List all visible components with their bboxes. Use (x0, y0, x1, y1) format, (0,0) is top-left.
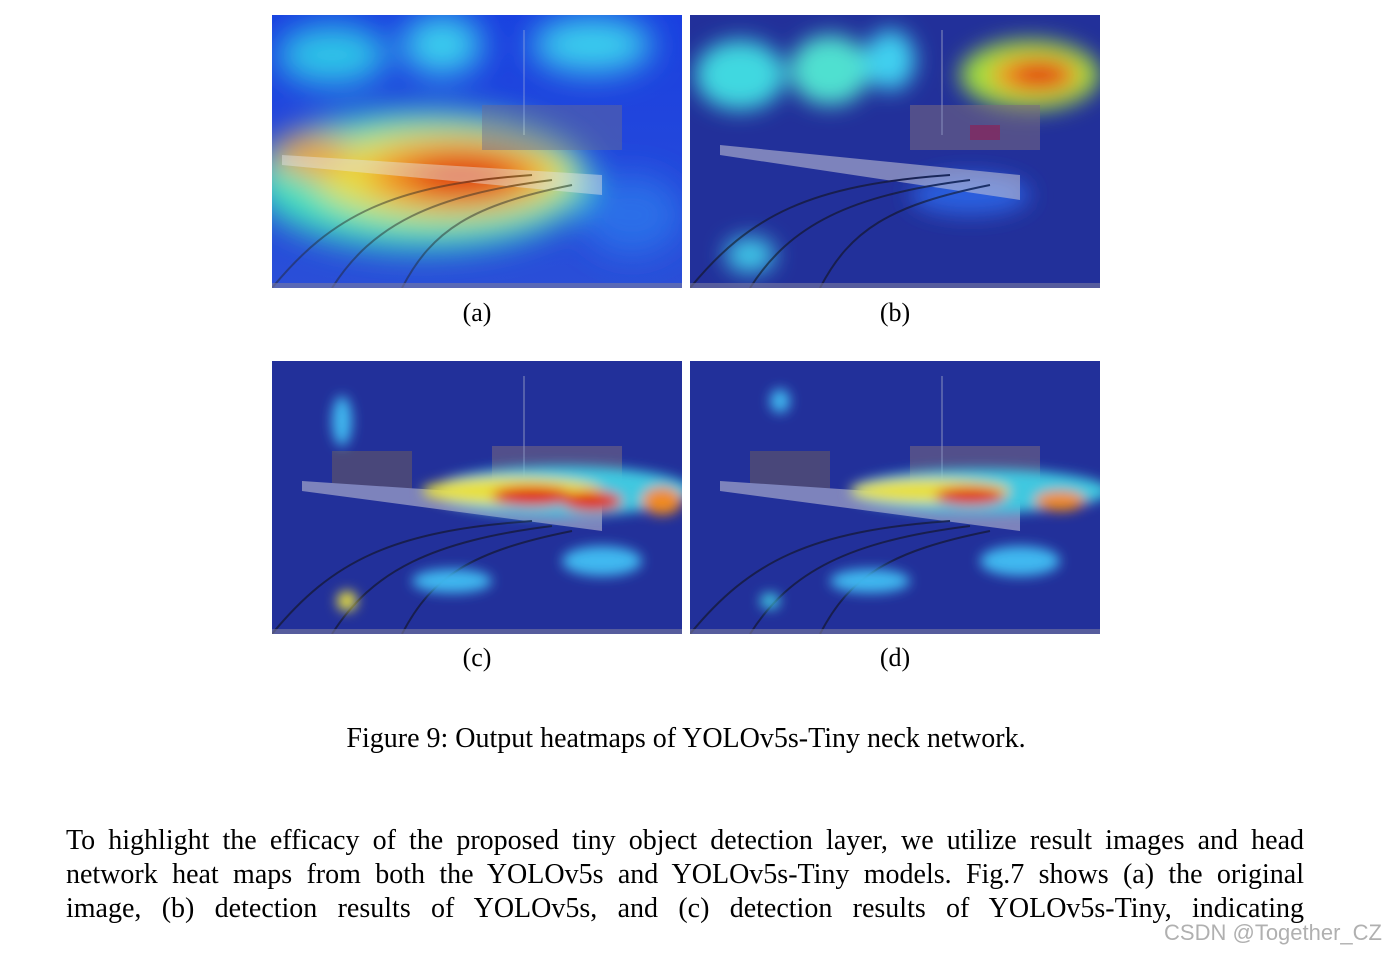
heatmap-panel-d (690, 361, 1100, 634)
watermark: CSDN @Together_CZ (1164, 920, 1382, 945)
paragraph-line-2: network heat maps from both the YOLOv5s … (66, 859, 1304, 890)
heatmap-image-c (272, 361, 682, 634)
heatmap-panel-b (690, 15, 1100, 288)
heatmap-panel-c (272, 361, 682, 634)
paragraph-line-1: To highlight the efficacy of the propose… (66, 825, 1304, 856)
subfigure-label-c: (c) (462, 643, 492, 672)
paragraph-line-3: image, (b) detection results of YOLOv5s,… (66, 893, 1304, 924)
subfigure-label-a: (a) (462, 298, 492, 327)
heatmap-panel-a (272, 15, 682, 288)
heatmap-image-d (690, 361, 1100, 634)
heatmap-image-b (690, 15, 1100, 288)
body-paragraph: To highlight the efficacy of the propose… (66, 824, 1304, 926)
figure-caption: Figure 9: Output heatmaps of YOLOv5s-Tin… (346, 723, 1026, 754)
heatmap-image-a (272, 15, 682, 288)
subfigure-label-d: (d) (879, 643, 911, 672)
subfigure-label-b: (b) (879, 298, 911, 327)
